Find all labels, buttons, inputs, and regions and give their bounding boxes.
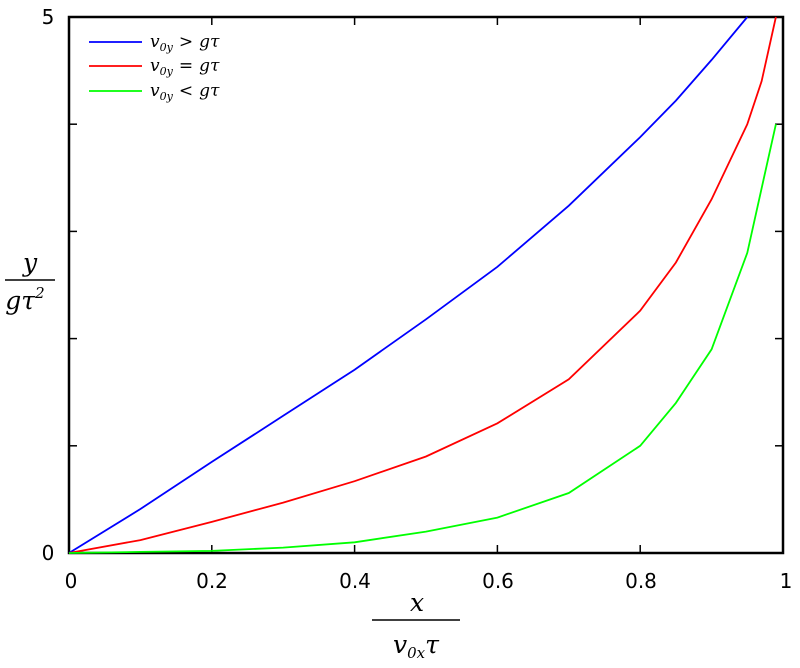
series-line-2 bbox=[68, 124, 777, 554]
y-label-numerator: y bbox=[22, 248, 38, 277]
legend-label-blue: v0y > gτ bbox=[150, 32, 220, 54]
y-label-denominator: gτ2 bbox=[5, 284, 44, 315]
x-axis-label: x v0xτ bbox=[372, 588, 460, 662]
legend-entry-blue: v0y > gτ bbox=[89, 32, 220, 54]
series-layer bbox=[68, 16, 777, 554]
y-tick-label-0: 0 bbox=[42, 541, 55, 565]
x-tick-label-0: 0 bbox=[65, 569, 78, 593]
x-tick-label-1: 0.2 bbox=[196, 569, 228, 593]
x-label-numerator: x bbox=[410, 588, 424, 617]
series-line-1 bbox=[68, 16, 777, 554]
x-tick-label-5: 1 bbox=[780, 569, 793, 593]
x-tick-labels: 0 0.2 0.4 0.6 0.8 1 bbox=[65, 569, 793, 593]
series-line-0 bbox=[68, 16, 748, 554]
legend-label-green: v0y < gτ bbox=[150, 81, 220, 103]
legend-entry-red: v0y = gτ bbox=[89, 56, 220, 78]
legend: v0y > gτ v0y = gτ v0y < gτ bbox=[89, 32, 220, 103]
x-tick-label-2: 0.4 bbox=[339, 569, 371, 593]
x-tick-label-4: 0.8 bbox=[625, 569, 657, 593]
y-axis-label: y gτ2 bbox=[5, 248, 55, 315]
legend-entry-green: v0y < gτ bbox=[89, 81, 220, 103]
y-tick-labels: 0 5 bbox=[42, 5, 55, 565]
x-label-denominator: v0xτ bbox=[393, 630, 440, 662]
legend-label-red: v0y = gτ bbox=[150, 56, 220, 78]
plot-frame bbox=[67, 15, 785, 555]
y-tick-label-5: 5 bbox=[42, 5, 55, 29]
axis-ticks bbox=[69, 17, 783, 553]
x-tick-label-3: 0.6 bbox=[482, 569, 514, 593]
